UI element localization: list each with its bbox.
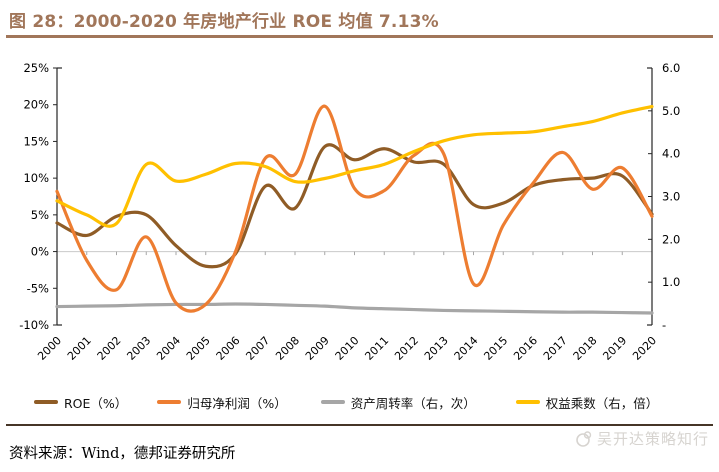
x-axis-year-label: 2015 <box>481 334 510 363</box>
left-axis-label: -5% <box>27 281 49 295</box>
right-axis-label: 1.0 <box>662 275 680 289</box>
legend-item-equity-multiplier: 权益乘数（右，倍） <box>515 393 659 412</box>
left-axis-label: -10% <box>19 318 49 332</box>
right-axis-label: 2.0 <box>662 232 680 246</box>
legend-label-asset-turnover: 资产周转率（右，次） <box>350 395 476 411</box>
net-profit-line <box>55 104 654 313</box>
x-axis-year-label: 2017 <box>541 334 570 363</box>
watermark-logo-icon <box>576 430 592 447</box>
asset-turnover-line <box>55 302 654 315</box>
source-note: 资料来源：Wind，德邦证券研究所 <box>9 446 236 462</box>
legend-item-asset-turnover: 资产周转率（右，次） <box>320 393 476 412</box>
legend-label-roe: ROE（%） <box>64 395 128 411</box>
left-axis-label: 15% <box>23 134 49 148</box>
chart-title: 图 28：2000-2020 年房地产行业 ROE 均值 7.13% <box>9 12 439 32</box>
legend-item-roe: ROE（%） <box>34 393 127 412</box>
footer-divider <box>6 424 713 426</box>
right-axis-label: 3.0 <box>662 190 680 204</box>
legend-label-net-profit: 归母净利润（%） <box>187 395 287 411</box>
x-axis-year-label: 2001 <box>65 334 94 363</box>
x-axis-year-label: 2016 <box>511 334 540 363</box>
right-axis-label: - <box>662 318 666 332</box>
x-axis-year-label: 2010 <box>333 334 362 363</box>
equity-multiplier-line <box>55 104 654 228</box>
chart-svg: 25% 20% 15% 10% 5% 0% -5% -10% 6.0 5.0 4.0 3.0 2.0 1.… <box>19 61 680 363</box>
x-axis-year-label: 2000 <box>35 334 64 363</box>
x-axis-year-label: 2009 <box>303 334 332 363</box>
left-axis-label: 10% <box>23 171 49 185</box>
x-axis-year-label: 2012 <box>392 334 421 363</box>
left-axis-label: 20% <box>23 98 49 112</box>
left-axis-label: 5% <box>31 208 49 222</box>
roe-line <box>55 143 654 269</box>
net-profit-line-swatch <box>157 400 182 404</box>
x-axis-year-label: 2004 <box>154 334 183 363</box>
left-axis-label: 25% <box>23 61 49 75</box>
chart-area: 25% 20% 15% 10% 5% 0% -5% -10% 6.0 5.0 4.0 3.0 2.0 1.… <box>0 40 719 388</box>
x-axis-year-label: 2011 <box>362 334 391 363</box>
x-axis-year-label: 2018 <box>571 334 600 363</box>
right-axis-label: 4.0 <box>662 147 680 161</box>
legend-label-equity-multiplier: 权益乘数（右，倍） <box>545 395 659 411</box>
x-axis-year-label: 2019 <box>600 334 629 363</box>
watermark-text: 吴开达策略知行 <box>596 430 709 448</box>
x-axis-year-label: 2013 <box>422 334 451 363</box>
legend-item-net-profit: 归母净利润（%） <box>157 393 287 412</box>
x-axis-year-label: 2020 <box>630 334 659 363</box>
x-axis-year-label: 2006 <box>214 334 243 363</box>
x-axis-year-label: 2008 <box>273 334 302 363</box>
equity-multiplier-line-swatch <box>515 400 540 404</box>
x-axis-year-label: 2007 <box>243 334 272 363</box>
title-divider <box>6 35 713 38</box>
roe-line-swatch <box>34 400 58 404</box>
asset-turnover-line-swatch <box>320 400 345 404</box>
right-axis-label: 6.0 <box>662 61 680 75</box>
x-axis-year-label: 2014 <box>452 334 481 363</box>
x-axis-year-label: 2003 <box>124 334 153 363</box>
x-axis-year-label: 2002 <box>95 334 124 363</box>
left-axis-label: 0% <box>31 245 49 259</box>
chart-legend: ROE（%） 归母净利润（%） 资产周转率（右，次） 权益乘数（右，倍） <box>34 392 714 412</box>
right-axis-label: 5.0 <box>662 104 680 118</box>
x-axis-year-label: 2005 <box>184 334 213 363</box>
watermark: 吴开达策略知行 <box>575 428 709 449</box>
